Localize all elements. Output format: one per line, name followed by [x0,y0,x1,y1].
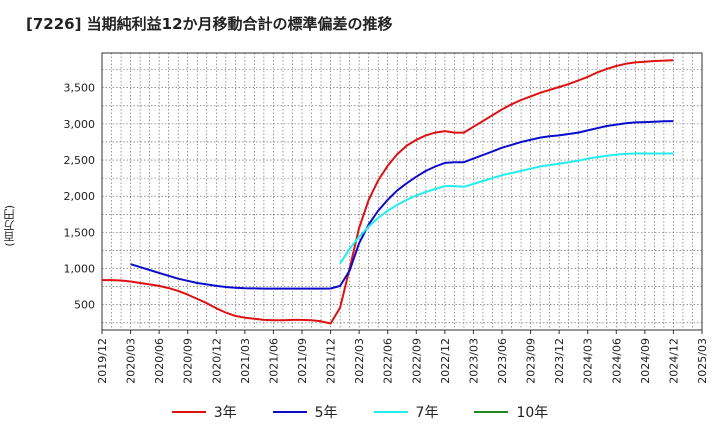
legend-label-5y: 5年 [314,405,338,421]
legend-label-10y: 10年 [516,405,549,421]
x-tick-label: 2023/12 [553,338,566,384]
x-tick-label: 2024/06 [610,338,623,384]
series-line-0 [102,59,674,325]
legend-label-7y: 7年 [415,405,439,421]
x-tick-label: 2024/03 [582,338,595,384]
legend-swatch-10y [474,411,509,413]
y-tick-label: 3,000 [64,118,96,131]
legend-item-7y: 7年 [373,402,439,422]
x-tick-label: 2023/03 [467,338,480,384]
y-tick-label: 3,500 [64,82,96,95]
legend-swatch-7y [373,411,408,413]
x-tick-label: 2024/12 [667,338,680,384]
x-tick-label: 2021/06 [267,338,280,384]
legend-item-5y: 5年 [272,402,338,422]
x-tick-label: 2021/03 [239,338,252,384]
x-tick-label: 2022/09 [410,338,423,384]
chart-title: [7226] 当期純利益12か月移動合計の標準偏差の推移 [26,15,393,33]
x-tick-label: 2025/03 [696,338,709,384]
legend-swatch-5y [272,411,307,413]
x-tick-label: 2020/06 [153,338,166,384]
x-tick-label: 2022/03 [353,338,366,384]
legend-item-3y: 3年 [171,402,237,422]
series-line-2 [339,152,674,265]
x-tick-label: 2019/12 [96,338,109,384]
x-tick-label: 2020/09 [182,338,195,384]
x-tick-label: 2020/12 [210,338,223,384]
x-tick-label: 2023/09 [525,338,538,384]
y-tick-label: 1,000 [64,263,96,276]
y-tick-labels: 500 1,000 1,500 2,000 2,500 3,000 3,500 [64,82,96,312]
x-tick-label: 2022/12 [439,338,452,384]
legend-swatch-3y [171,411,206,413]
plot-area-border [101,52,703,331]
legend-item-10y: 10年 [474,402,548,422]
x-tick-labels: 2019/12 2020/03 2020/06 2020/09 2020/12 2021/… [96,330,709,384]
legend: 3年 5年 7年 10年 [0,402,720,422]
x-tick-label: 2023/06 [496,338,509,384]
legend-label-3y: 3年 [213,405,237,421]
y-tick-label: 2,500 [64,154,96,167]
x-tick-label: 2021/12 [325,338,338,384]
y-tick-label: 1,500 [64,226,96,239]
x-tick-label: 2021/09 [296,338,309,384]
series-lines [102,59,674,325]
x-tick-label: 2022/06 [382,338,395,384]
y-tick-label: 500 [74,299,95,312]
series-line-1 [130,120,674,290]
x-tick-label: 2024/09 [639,338,652,384]
y-tick-label: 2,000 [64,190,96,203]
grid-layer [102,53,702,330]
x-tick-label: 2020/03 [125,338,138,384]
